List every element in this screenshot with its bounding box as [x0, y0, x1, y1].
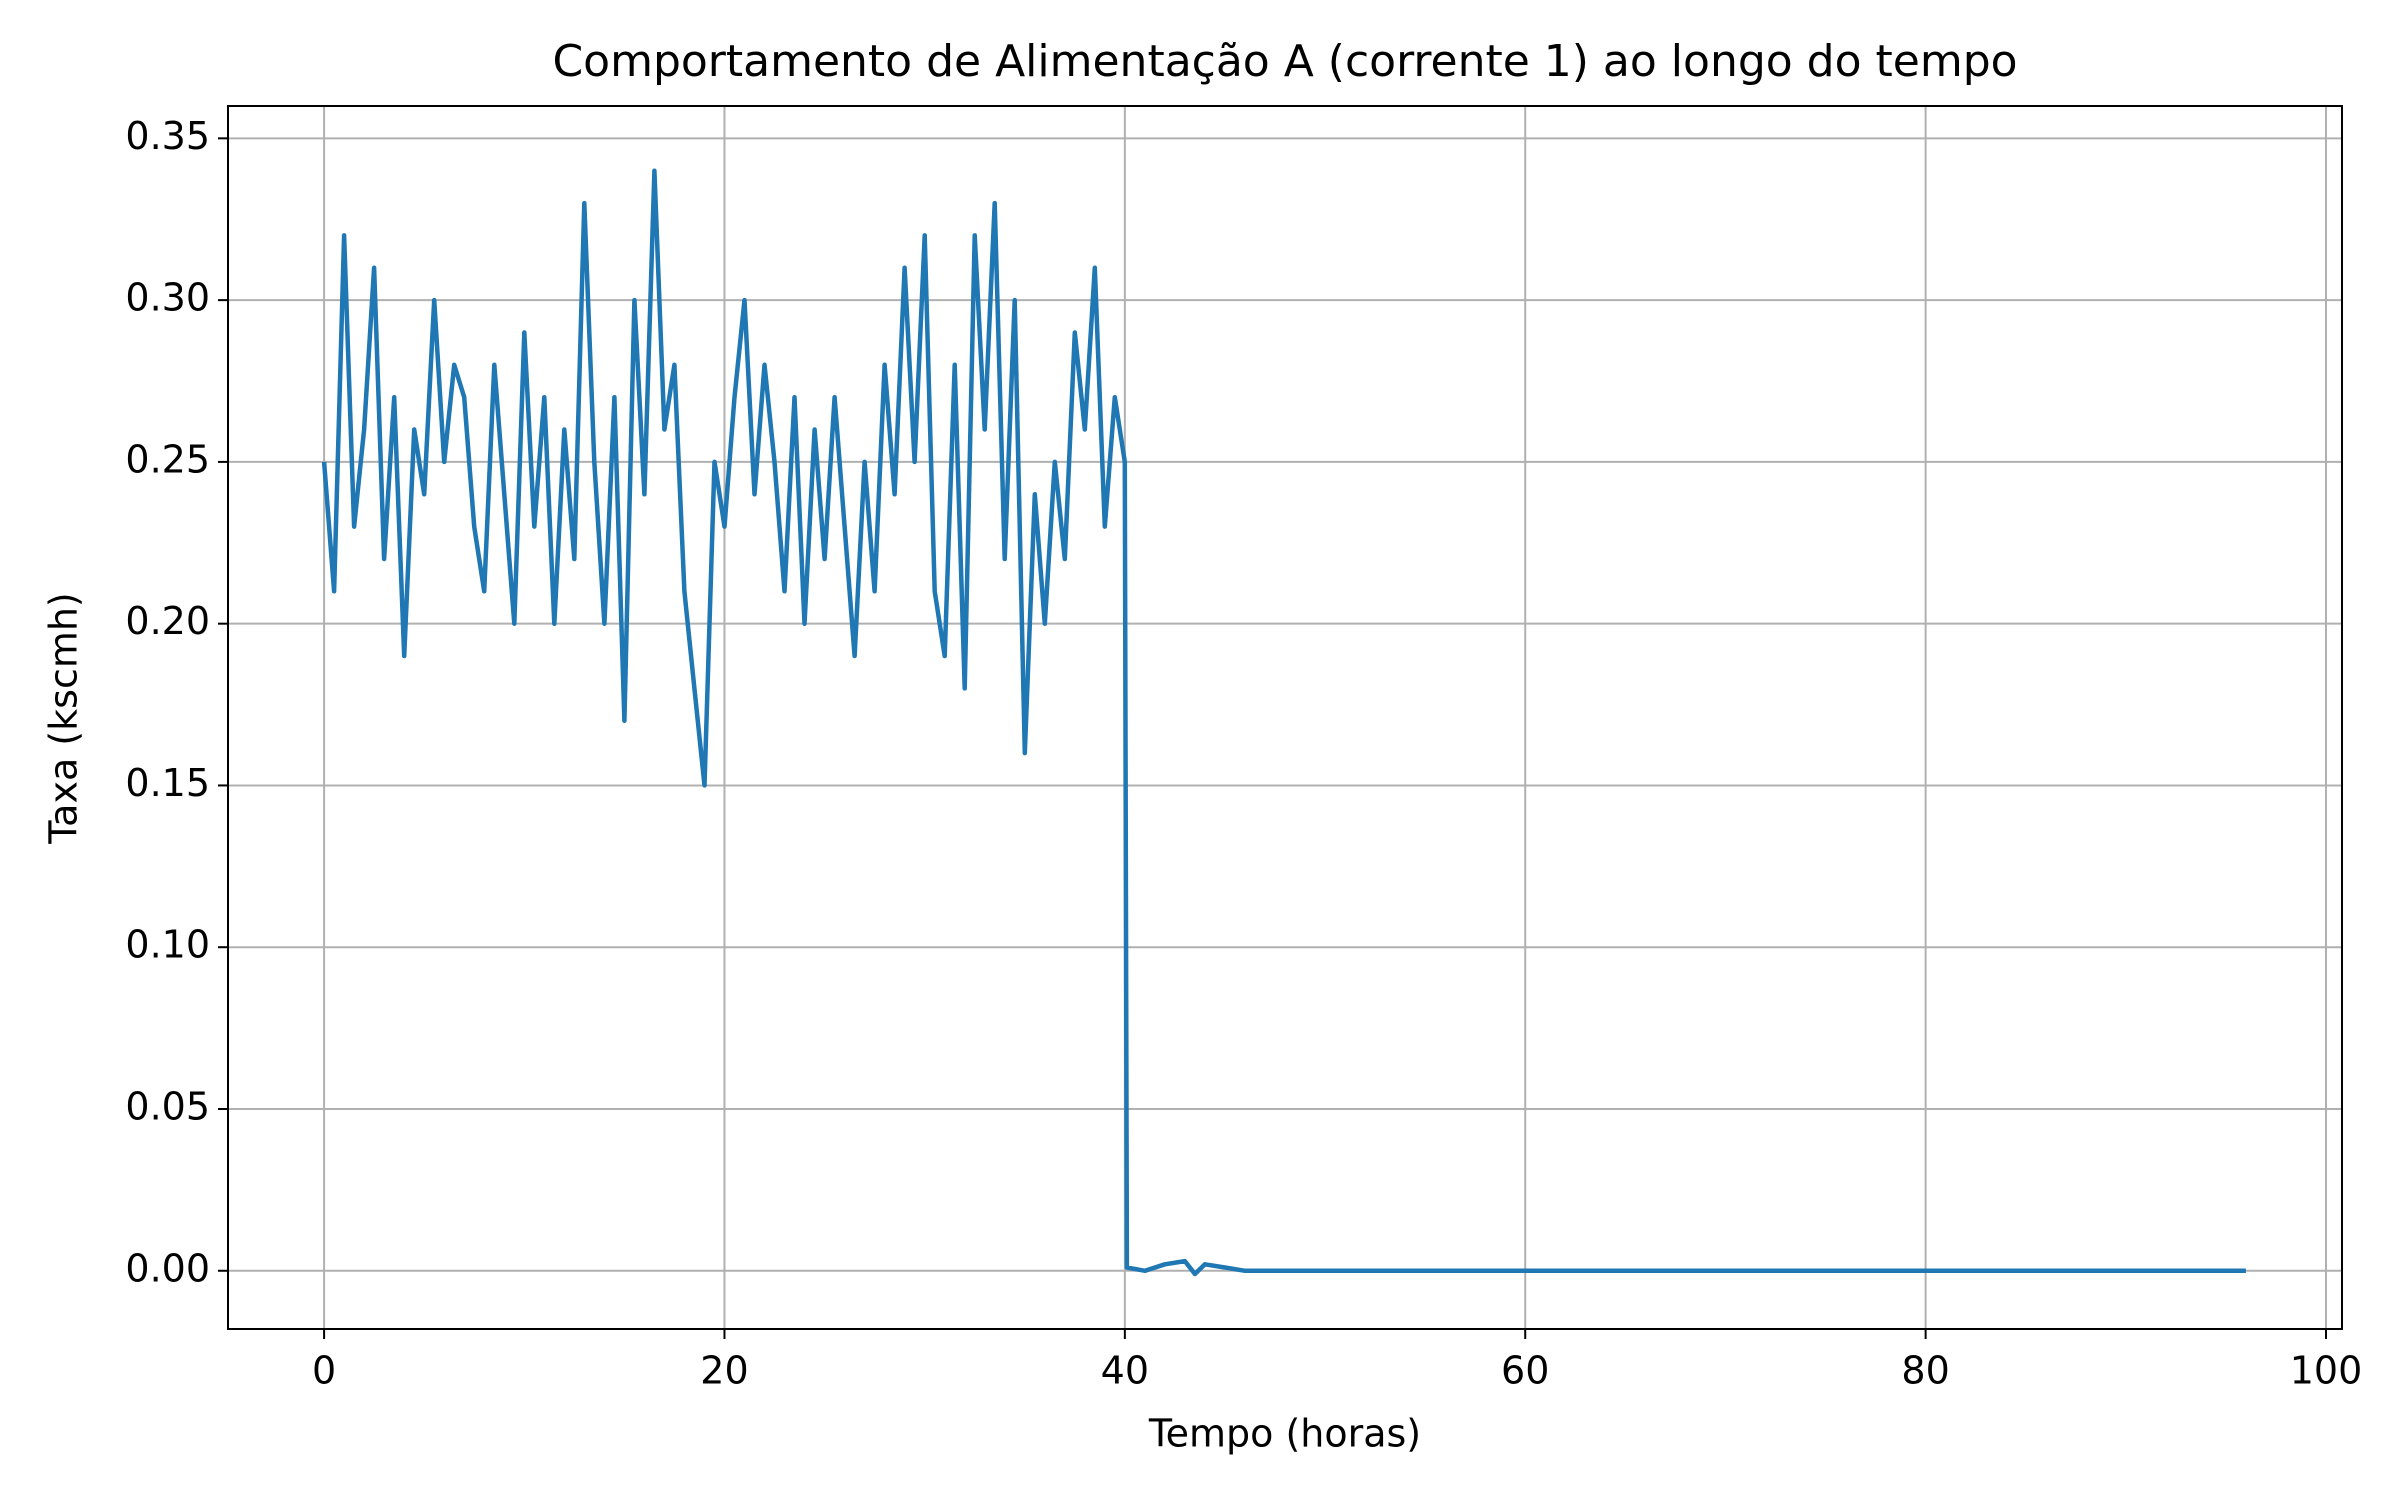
- y-tick-label: 0.20: [125, 599, 210, 643]
- x-tick-label: 0: [312, 1349, 336, 1393]
- chart-title: Comportamento de Alimentação A (corrente…: [552, 36, 2017, 87]
- x-tick-label: 80: [1901, 1349, 1949, 1393]
- x-tick-label: 60: [1501, 1349, 1549, 1393]
- data-line: [321, 168, 2246, 1277]
- x-axis-label: Tempo (horas): [1148, 1412, 1421, 1456]
- y-tick-label: 0.05: [125, 1084, 210, 1128]
- x-tick-label: 100: [2290, 1349, 2363, 1393]
- y-tick-label: 0.25: [125, 437, 210, 481]
- plot-frame: [227, 105, 2343, 1330]
- y-tick-label: 0.00: [125, 1246, 210, 1290]
- y-tick-label: 0.15: [125, 761, 210, 805]
- x-tick-label: 40: [1101, 1349, 1149, 1393]
- y-tick-label: 0.10: [125, 923, 210, 967]
- y-tick-label: 0.35: [125, 114, 210, 158]
- y-tick-label: 0.30: [125, 276, 210, 320]
- y-axis-label: Taxa (kscmh): [42, 592, 86, 845]
- x-tick-label: 20: [700, 1349, 748, 1393]
